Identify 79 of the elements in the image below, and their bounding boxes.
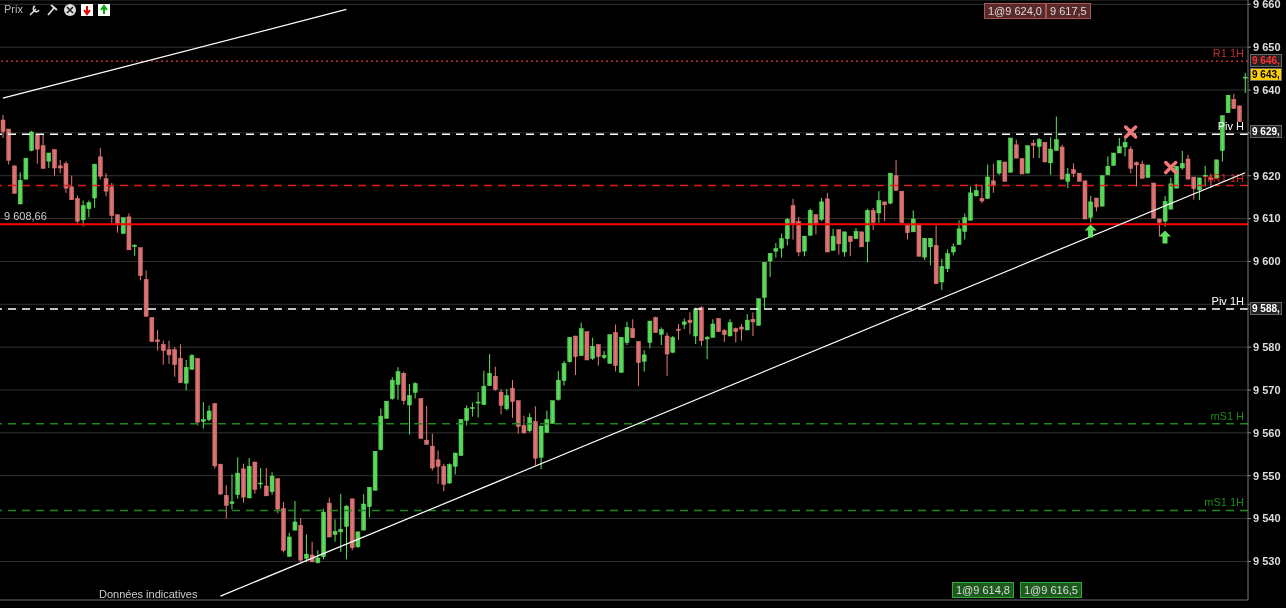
candlestick [258, 467, 263, 490]
ref-line-label: R1 1H [1212, 47, 1245, 60]
text: 9 629, [1250, 125, 1282, 138]
annotation: 1@9 614,8 [952, 582, 1014, 598]
annotation: 9 617,5 [1046, 3, 1091, 19]
candlestick [687, 311, 693, 335]
candlestick [98, 147, 103, 181]
candlestick [229, 473, 235, 510]
text: 9 646, [1250, 54, 1282, 67]
candlestick [23, 157, 29, 180]
candlestick [979, 184, 985, 204]
candlestick [1197, 177, 1202, 201]
candlestick [1036, 137, 1042, 159]
candlestick [848, 235, 853, 257]
candlestick [1002, 161, 1008, 182]
candlestick [641, 349, 647, 373]
candlestick [504, 388, 510, 412]
candlestick [767, 252, 773, 278]
y-tick-label: 9 640 [1253, 83, 1281, 96]
point [1084, 224, 1097, 238]
candlestick [664, 332, 670, 377]
candlestick [493, 366, 498, 392]
ref-line-label: mS1 H [1210, 409, 1245, 422]
candlestick [424, 405, 429, 445]
candlestick [1088, 195, 1093, 223]
candlestick [292, 500, 298, 531]
candlestick [750, 311, 756, 337]
y-tick-label: 9 550 [1253, 469, 1281, 482]
candlestick [985, 164, 990, 199]
chart-title: Prix [4, 3, 23, 15]
candlestick [830, 228, 836, 251]
candlestick [224, 484, 229, 520]
y-tick-label: 9 570 [1253, 383, 1281, 396]
candlestick [304, 533, 309, 563]
y-tick-label: 9 660 [1253, 0, 1281, 11]
candlestick [1031, 139, 1036, 159]
candlestick [630, 318, 635, 339]
y-tick-label: 9 610 [1253, 212, 1281, 225]
candlestick [636, 341, 641, 387]
candlestick [819, 197, 824, 222]
annotation: 1@9 624,0 [984, 3, 1046, 19]
candlestick [1065, 167, 1071, 189]
y-tick-label: 9 580 [1253, 341, 1281, 354]
candlestick [269, 471, 275, 496]
text: 9 588, [1250, 302, 1282, 315]
point [1163, 160, 1178, 175]
candlestick [1042, 141, 1048, 163]
y-tick-label: 9 530 [1253, 555, 1281, 568]
candlestick [344, 504, 349, 560]
candlestick [870, 207, 876, 231]
candlestick [882, 201, 887, 222]
point [1158, 230, 1171, 244]
y-tick-label: 9 560 [1253, 426, 1281, 439]
y-tick-label: 9 540 [1253, 512, 1281, 525]
candlestick [596, 344, 601, 367]
candlestick [315, 549, 321, 565]
candlestick [235, 456, 240, 500]
y-tick-label: 9 650 [1253, 41, 1281, 54]
ref-line-label: 9 608,66 [4, 210, 47, 223]
candlestick [991, 163, 996, 194]
candlestick [842, 231, 847, 258]
candlestick [590, 337, 595, 361]
ref-line-label: Piv 1H [1211, 295, 1245, 307]
annotation: 1@9 616,5 [1020, 582, 1082, 598]
text: 9 643, [1250, 68, 1282, 81]
candlestick [573, 335, 578, 376]
annotation: Données indicatives [98, 587, 199, 602]
point [1123, 125, 1138, 139]
candlestick [286, 532, 292, 558]
ref-line-label: mS1 1H [1204, 496, 1245, 509]
candlestick [17, 171, 23, 205]
y-tick-label: 9 600 [1253, 255, 1281, 268]
candlestick [264, 467, 269, 497]
y-tick-label: 9 620 [1253, 169, 1281, 182]
candlestick [407, 383, 412, 436]
candlestick [647, 320, 653, 349]
candlestick [498, 388, 504, 415]
candlestick [876, 190, 882, 224]
candlestick [836, 229, 842, 256]
